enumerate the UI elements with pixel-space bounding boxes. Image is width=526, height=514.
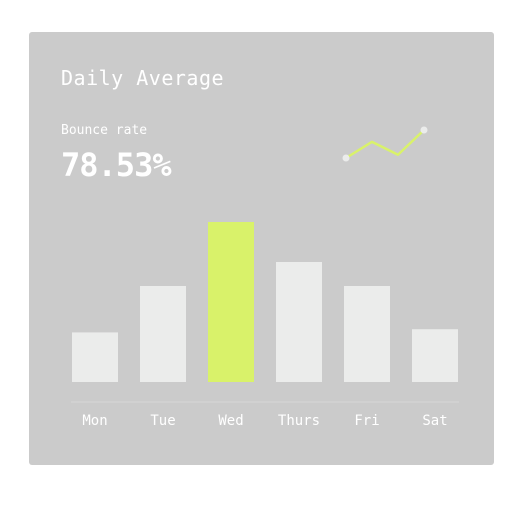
bar-thurs bbox=[276, 262, 322, 382]
bar-fri bbox=[344, 286, 390, 382]
x-tick-label-tue: Tue bbox=[150, 413, 175, 429]
x-tick-label-sat: Sat bbox=[422, 413, 447, 429]
bar-wed bbox=[208, 222, 254, 382]
x-tick-label-mon: Mon bbox=[82, 413, 107, 429]
bar-tue bbox=[140, 286, 186, 382]
bar-chart: Mon Tue Wed Thurs Fri Sat bbox=[29, 32, 494, 465]
x-tick-label-thurs: Thurs bbox=[278, 413, 320, 429]
bar-sat bbox=[412, 329, 458, 382]
x-tick-label-wed: Wed bbox=[218, 413, 243, 429]
bar-mon bbox=[72, 332, 118, 382]
x-tick-label-fri: Fri bbox=[354, 413, 379, 429]
daily-average-card: Daily Average Bounce rate 78.53% Mon Tue W… bbox=[29, 32, 494, 465]
